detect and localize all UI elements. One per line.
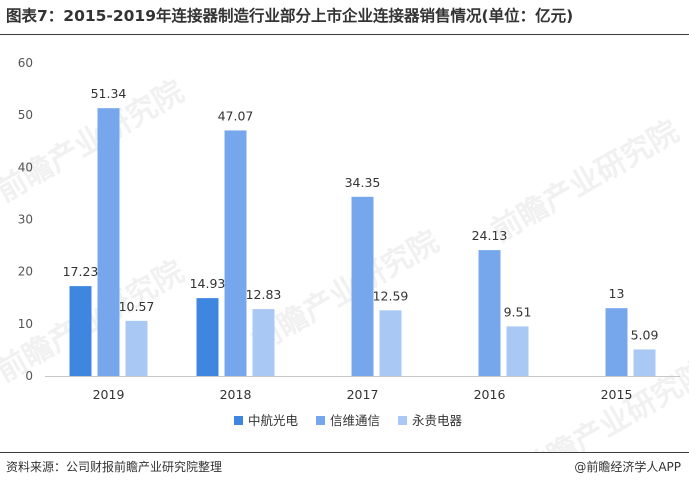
data-label: 9.51 <box>504 304 532 319</box>
legend-swatch <box>398 416 407 425</box>
y-tick-label: 0 <box>25 369 33 383</box>
bar <box>224 130 247 376</box>
bar <box>506 326 529 376</box>
data-label: 5.09 <box>631 327 659 342</box>
bar <box>351 196 374 376</box>
bar <box>125 320 148 376</box>
x-tick-label: 2015 <box>601 387 633 402</box>
data-label: 12.59 <box>373 288 409 303</box>
x-axis: 2019 2018 2017 2016 2015 <box>93 387 633 402</box>
data-label: 47.07 <box>218 108 254 123</box>
bar <box>97 108 120 376</box>
y-tick-label: 40 <box>18 160 33 174</box>
data-label: 14.93 <box>190 276 226 291</box>
x-tick-label: 2016 <box>474 387 506 402</box>
legend-label: 信维通信 <box>330 413 380 428</box>
bar <box>605 308 628 376</box>
x-tick-label: 2018 <box>220 387 252 402</box>
data-label: 12.83 <box>246 287 282 302</box>
y-axis: 0 10 20 30 40 50 60 <box>18 56 33 383</box>
footer-divider <box>0 452 689 453</box>
legend-label: 中航光电 <box>248 413 299 428</box>
legend-swatch <box>316 416 325 425</box>
x-tick-label: 2019 <box>93 387 125 402</box>
legend-swatch <box>234 416 243 425</box>
legend-label: 永贵电器 <box>412 413 463 428</box>
app-credit: @前瞻经济学人APP <box>574 460 681 474</box>
y-tick-label: 30 <box>18 213 33 227</box>
y-tick-label: 10 <box>18 317 33 331</box>
bar <box>69 286 92 376</box>
title-divider <box>0 34 689 35</box>
bar <box>379 310 402 376</box>
y-tick-label: 20 <box>18 265 33 279</box>
data-label: 51.34 <box>91 86 127 101</box>
data-label: 17.23 <box>63 264 99 279</box>
y-tick-label: 50 <box>18 108 33 122</box>
chart-title: 图表7：2015-2019年连接器制造行业部分上市企业连接器销售情况(单位：亿元… <box>6 7 574 25</box>
source-note: 资料来源：公司财报前瞻产业研究院整理 <box>6 460 223 474</box>
bar <box>478 250 501 376</box>
data-label: 24.13 <box>472 228 508 243</box>
legend: 中航光电 信维通信 永贵电器 <box>234 413 463 428</box>
data-label: 34.35 <box>345 175 381 190</box>
y-tick-label: 60 <box>18 56 33 70</box>
bars: 17.23 51.34 10.57 14.93 47.07 12.83 34.35 12.59… <box>63 86 659 376</box>
data-label: 10.57 <box>119 299 155 314</box>
x-tick-label: 2017 <box>347 387 379 402</box>
watermark-text: 前瞻产业研究院 <box>486 114 685 249</box>
bar <box>252 309 275 376</box>
bar <box>633 349 656 376</box>
bar <box>196 298 219 376</box>
watermark-text: 前瞻产业研究院 <box>516 354 689 452</box>
data-label: 13 <box>609 286 625 301</box>
